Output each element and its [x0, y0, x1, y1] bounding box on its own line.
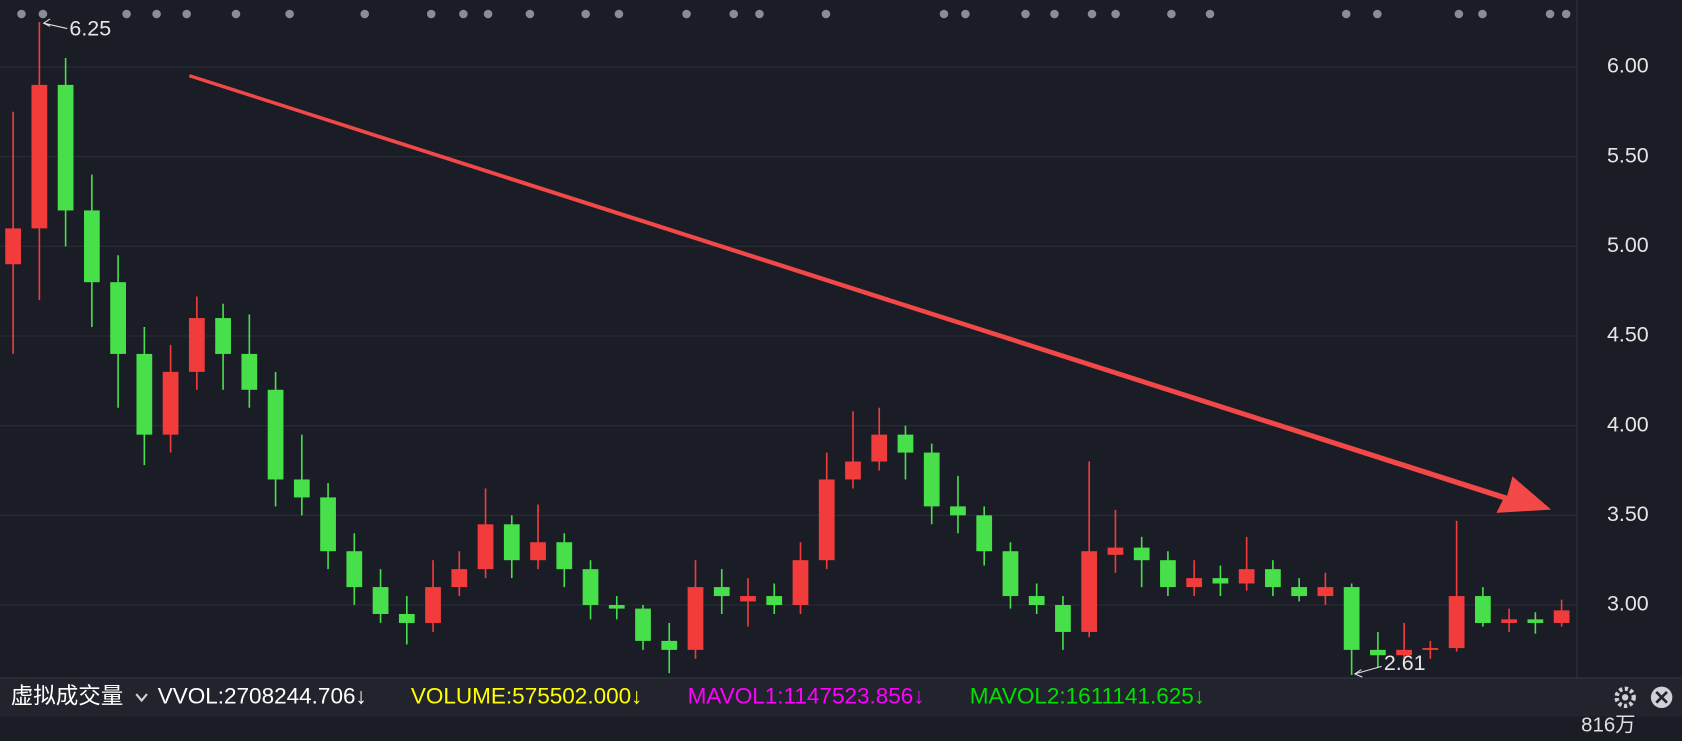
candle-body — [1133, 547, 1150, 561]
candle-body — [57, 84, 74, 211]
volume-axis-label: 816万 — [1581, 715, 1635, 736]
candle-body — [871, 434, 888, 462]
candle-body — [1160, 560, 1176, 588]
candle-body — [687, 587, 704, 650]
candle-body — [1186, 578, 1203, 588]
candle-body — [215, 318, 231, 354]
candle-body — [1291, 587, 1308, 597]
candle-body — [188, 318, 205, 372]
candle-body — [110, 282, 126, 354]
low-pointer — [1353, 665, 1382, 678]
candle-body — [818, 479, 835, 561]
candle-body — [477, 524, 494, 570]
candle-body — [1081, 551, 1098, 632]
candle-body — [950, 506, 966, 516]
candle-body — [320, 497, 336, 552]
candle-body — [530, 542, 546, 561]
candle-body — [136, 353, 153, 435]
candle-body — [1265, 569, 1281, 588]
candle-body — [293, 479, 310, 498]
candle-body — [713, 587, 730, 597]
indicator-value: VOLUME:575502.000↓ — [411, 683, 643, 708]
candle-body — [1238, 569, 1255, 584]
candle-body — [346, 551, 363, 588]
candle-body — [372, 587, 389, 614]
candle-body — [398, 613, 415, 623]
indicator-bar — [0, 678, 1682, 717]
candle-body — [740, 596, 756, 602]
candle-body — [1396, 649, 1413, 656]
candle-body — [766, 596, 783, 606]
candle-body — [635, 608, 651, 641]
candle-body — [1028, 596, 1045, 606]
candle-body — [608, 605, 625, 609]
y-tick-label: 3.00 — [1607, 592, 1649, 616]
candle-body — [1317, 587, 1334, 597]
high-pointer — [42, 18, 68, 30]
settings-button[interactable] — [1614, 686, 1636, 709]
candle-body — [1002, 551, 1019, 597]
candle-body — [1107, 547, 1124, 555]
y-tick-label: 4.00 — [1607, 412, 1649, 436]
candle-body — [5, 228, 21, 265]
candle-body — [1370, 649, 1386, 656]
low-label: 2.61 — [1384, 651, 1426, 675]
candle-body — [267, 389, 284, 480]
candle-body — [1501, 619, 1517, 623]
candle-body — [451, 569, 468, 588]
candle-body — [83, 210, 100, 283]
candle-body — [897, 434, 914, 453]
y-tick-label: 6.00 — [1607, 54, 1649, 78]
candle-body — [1422, 648, 1439, 650]
candle-body — [1055, 605, 1071, 632]
candle-body — [1343, 587, 1360, 650]
candle-body — [503, 524, 520, 561]
close-button[interactable] — [1650, 686, 1673, 709]
candle-body — [845, 461, 861, 480]
indicator-title: 虚拟成交量 — [11, 683, 124, 708]
trend-arrow — [188, 74, 1552, 513]
candle-body — [162, 371, 179, 435]
dropdown[interactable] — [135, 693, 148, 703]
candle-body — [976, 515, 993, 552]
candle-body — [1212, 578, 1229, 584]
candle-body — [1474, 596, 1491, 623]
indicator-value: MAVOL1:1147523.856↓ — [688, 683, 925, 708]
y-tick-label: 5.50 — [1607, 143, 1649, 167]
candle-body — [582, 569, 599, 606]
candle-body — [425, 587, 441, 623]
y-tick-label: 3.50 — [1607, 502, 1649, 526]
candle-body — [31, 84, 48, 229]
indicator-value: VVOL:2708244.706↓ — [158, 683, 367, 708]
candle-body — [241, 353, 258, 390]
candle-body — [792, 560, 809, 606]
high-label: 6.25 — [69, 16, 111, 40]
event-markers — [17, 9, 1571, 19]
candle-body — [556, 542, 573, 570]
candle-body — [661, 640, 678, 650]
candle-body — [1553, 610, 1570, 623]
candle-body — [1527, 619, 1544, 623]
y-tick-label: 5.00 — [1607, 233, 1649, 257]
y-tick-label: 4.50 — [1607, 323, 1649, 347]
candle-body — [1448, 596, 1465, 649]
candle-body — [923, 452, 940, 507]
indicator-value: MAVOL2:1611141.625↓ — [970, 683, 1205, 708]
